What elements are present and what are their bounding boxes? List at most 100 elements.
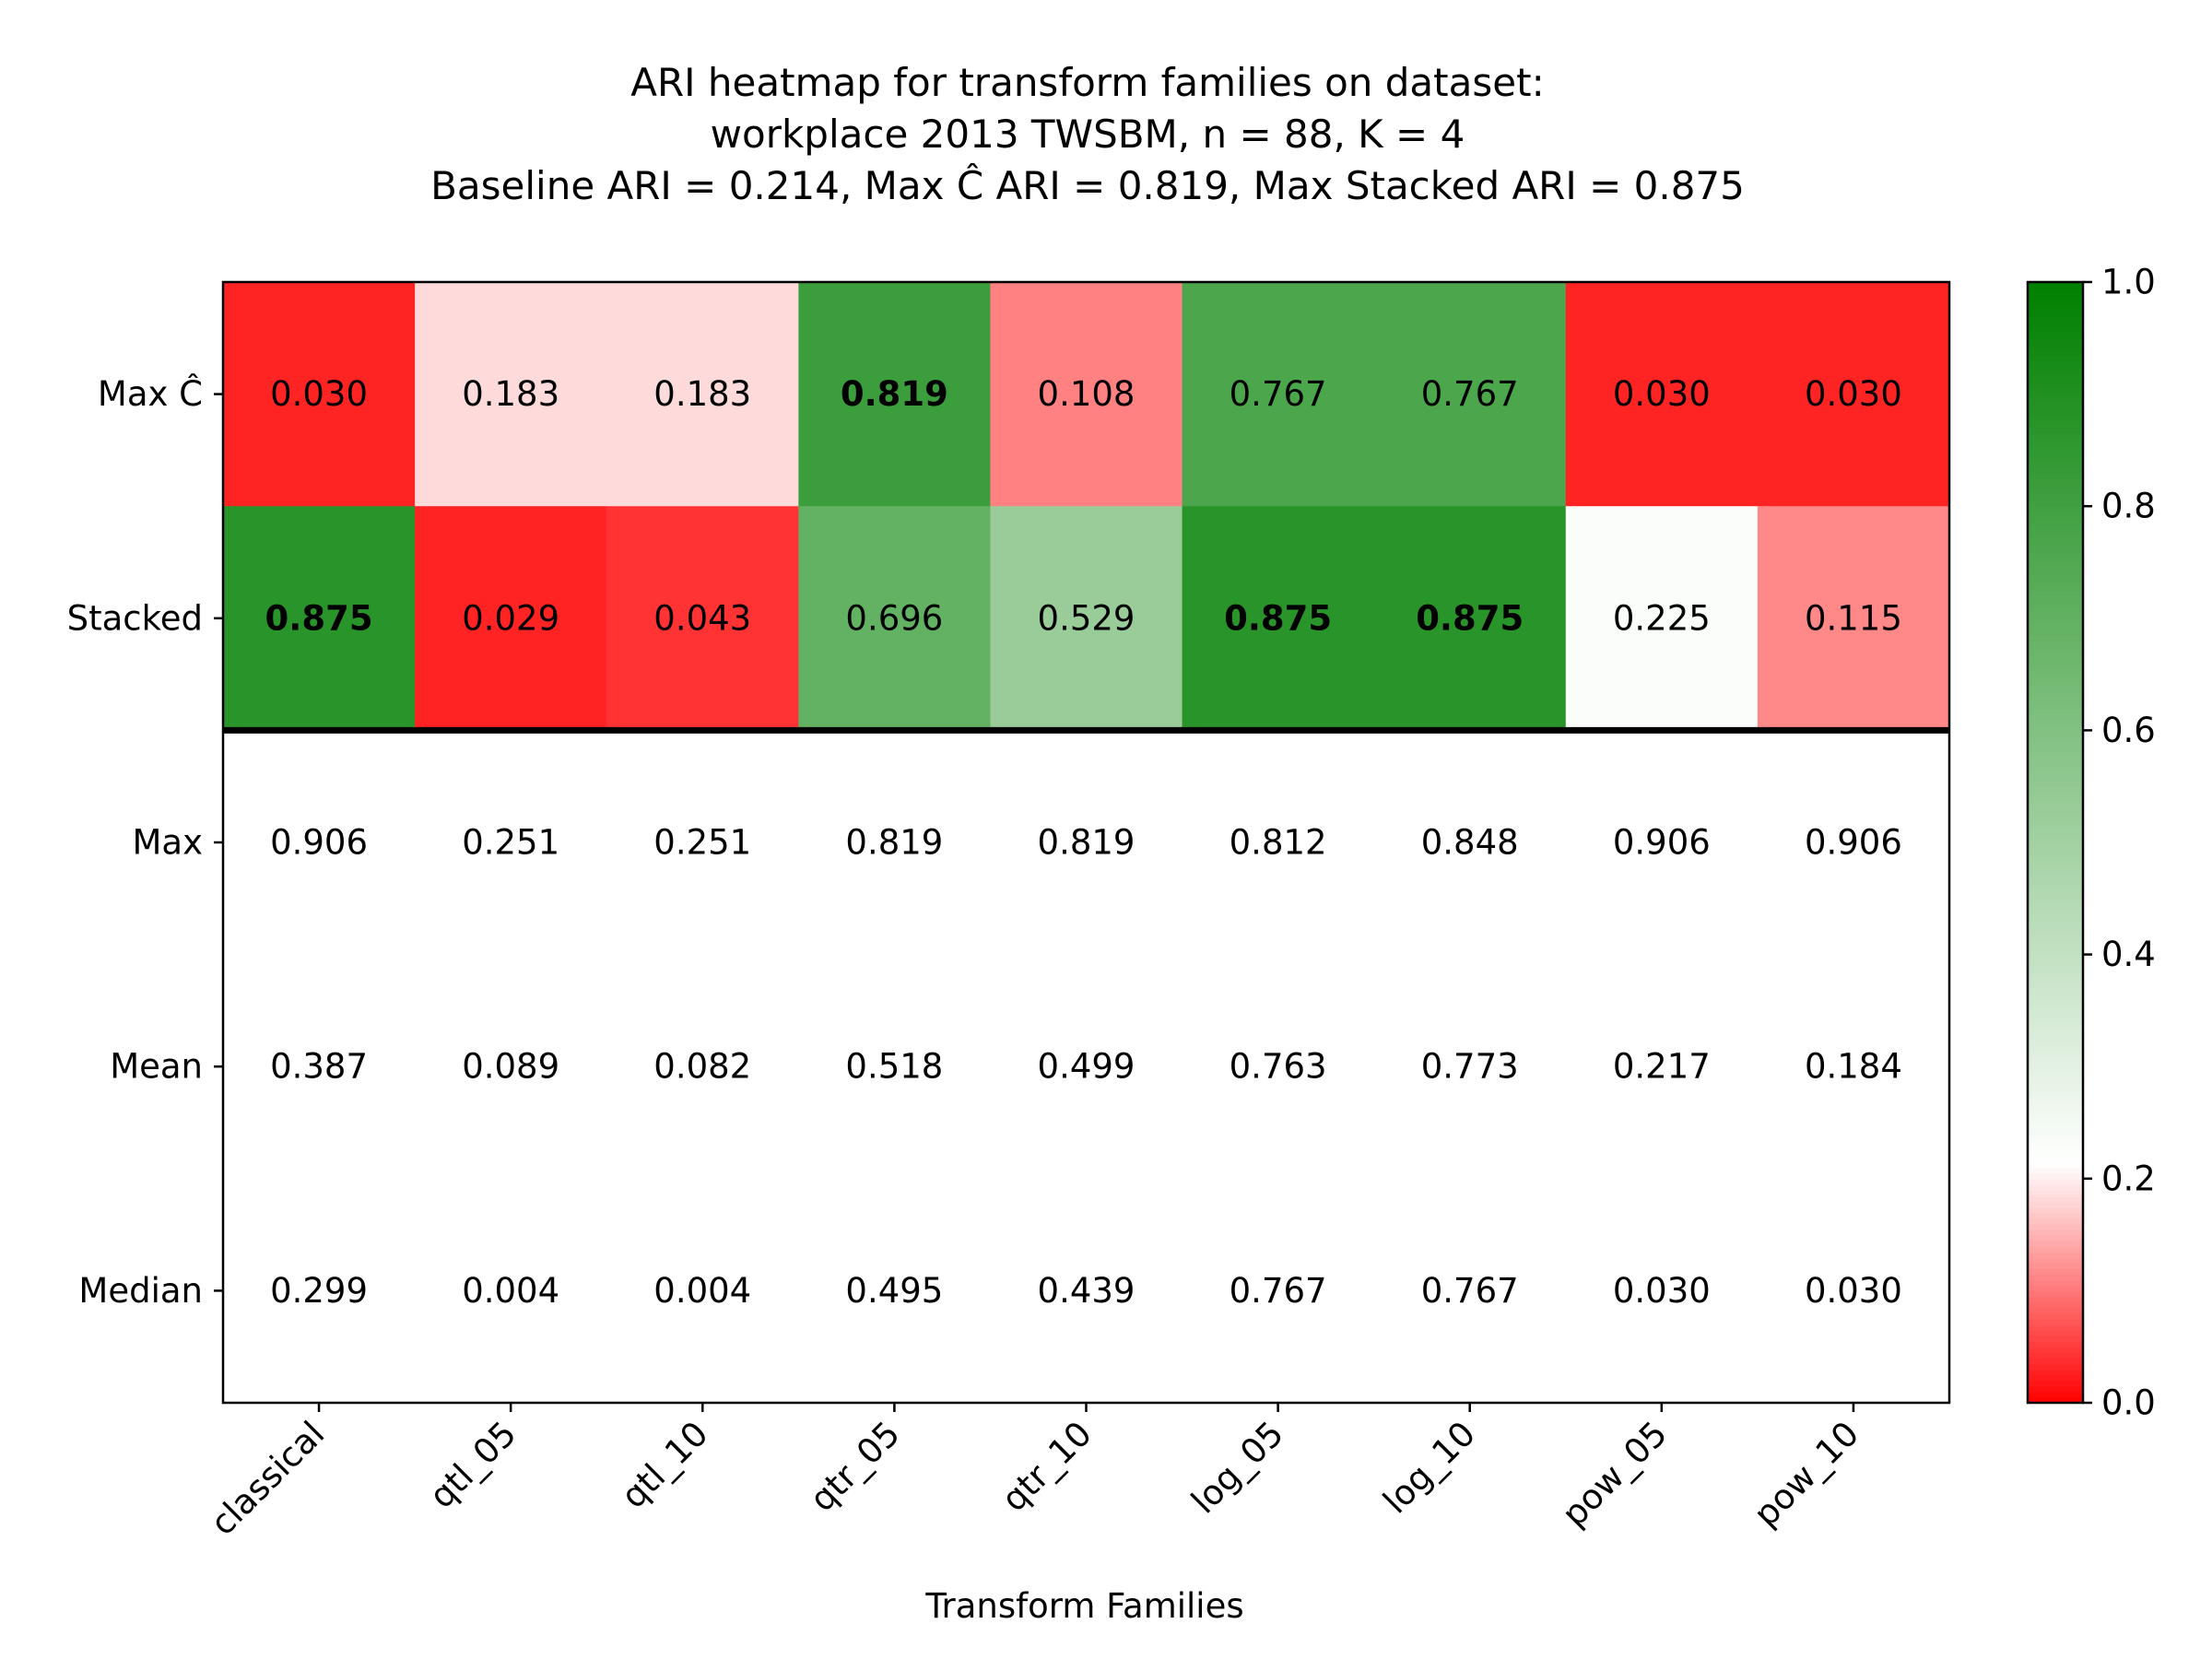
- colorbar-segment: [2028, 405, 2083, 412]
- x-tick-label: qtr_10: [994, 1414, 1099, 1519]
- cell-value-label: 0.082: [653, 1047, 751, 1087]
- colorbar-segment: [2028, 282, 2083, 288]
- cell-value-label: 0.499: [1038, 1047, 1135, 1087]
- cell-value-label: 0.251: [462, 823, 559, 863]
- chart-title-line-1: ARI heatmap for transform families on da…: [630, 60, 1544, 105]
- colorbar-segment: [2028, 921, 2083, 927]
- colorbar-segment: [2028, 1161, 2083, 1169]
- colorbar-segment: [2028, 747, 2083, 754]
- cell-value-label: 0.030: [1805, 374, 1902, 414]
- colorbar-segment: [2028, 775, 2083, 782]
- colorbar-segment: [2028, 702, 2083, 709]
- colorbar-segment: [2028, 539, 2083, 547]
- colorbar-segment: [2028, 646, 2083, 653]
- colorbar-segment: [2028, 455, 2083, 463]
- colorbar-segment: [2028, 388, 2083, 395]
- colorbar-segment: [2028, 1128, 2083, 1135]
- cell-value-label: 0.004: [653, 1271, 751, 1311]
- colorbar-segment: [2028, 842, 2083, 849]
- colorbar-segment: [2028, 1296, 2083, 1303]
- colorbar-segment: [2028, 573, 2083, 581]
- x-tick-label: log_10: [1375, 1414, 1483, 1522]
- colorbar-segment: [2028, 444, 2083, 452]
- cell-value-label: 0.819: [841, 374, 948, 414]
- colorbar-segment: [2028, 797, 2083, 805]
- colorbar-segment: [2028, 623, 2083, 630]
- colorbar-segment: [2028, 1145, 2083, 1152]
- x-tick-label: pow_05: [1554, 1414, 1675, 1535]
- colorbar-segment: [2028, 1178, 2083, 1185]
- heatmap-cell: [1565, 282, 1759, 507]
- colorbar-segment: [2028, 1251, 2083, 1258]
- colorbar-segment: [2028, 1167, 2083, 1174]
- y-tick-label: Mean: [110, 1047, 203, 1087]
- chart-title: ARI heatmap for transform families on da…: [430, 60, 1745, 208]
- colorbar-segment: [2028, 948, 2083, 956]
- colorbar-segment: [2028, 1301, 2083, 1309]
- colorbar-segment: [2028, 994, 2083, 1001]
- colorbar-segment: [2028, 769, 2083, 776]
- colorbar-segment: [2028, 926, 2083, 934]
- colorbar-segment: [2028, 321, 2083, 328]
- colorbar-segment: [2028, 382, 2083, 390]
- y-tick-label: Stacked: [67, 598, 203, 638]
- colorbar-segment: [2028, 1094, 2083, 1101]
- colorbar-segment: [2028, 915, 2083, 922]
- colorbar-segment: [2028, 1396, 2083, 1404]
- cell-value-label: 0.108: [1038, 374, 1135, 414]
- colorbar-segment: [2028, 1358, 2083, 1365]
- heatmap-cell: [606, 282, 799, 507]
- colorbar-segment: [2028, 326, 2083, 334]
- colorbar-frame: [2026, 280, 2085, 1405]
- cell-value-label: 0.184: [1805, 1047, 1902, 1087]
- colorbar-segment: [2028, 859, 2083, 866]
- heatmap-cell: [606, 506, 799, 731]
- colorbar-segment: [2028, 512, 2083, 519]
- colorbar-segment: [2028, 1363, 2083, 1371]
- x-tick-label: log_05: [1183, 1414, 1291, 1522]
- colorbar-segment: [2028, 1279, 2083, 1287]
- colorbar-segment: [2028, 1172, 2083, 1180]
- cell-value-label: 0.439: [1038, 1271, 1135, 1311]
- colorbar-segment: [2028, 635, 2083, 641]
- colorbar-segment: [2028, 752, 2083, 759]
- cell-value-label: 0.089: [462, 1047, 559, 1087]
- cell-value-label: 0.812: [1230, 823, 1327, 863]
- colorbar-segment: [2028, 1201, 2083, 1207]
- cell-value-label: 0.495: [845, 1271, 943, 1311]
- x-tick-label: qtl_10: [614, 1414, 716, 1516]
- colorbar-segment: [2028, 696, 2083, 703]
- colorbar-segment: [2028, 394, 2083, 401]
- colorbar-segment: [2028, 371, 2083, 379]
- cell-value-label: 0.529: [1038, 598, 1135, 638]
- cell-value-label: 0.875: [1224, 598, 1332, 638]
- colorbar-segment: [2028, 1010, 2083, 1018]
- colorbar-segment: [2028, 954, 2083, 961]
- colorbar-segment: [2028, 1229, 2083, 1236]
- cell-value-label: 0.819: [845, 823, 943, 863]
- cell-value-label: 0.217: [1613, 1047, 1711, 1087]
- colorbar-tick-label: 0.8: [2101, 487, 2156, 526]
- colorbar-tick-label: 1.0: [2101, 263, 2156, 302]
- colorbar-segment: [2028, 590, 2083, 597]
- colorbar-segment: [2028, 892, 2083, 900]
- colorbar-segment: [2028, 416, 2083, 423]
- heatmap-cell: [1757, 282, 1950, 507]
- colorbar-segment: [2028, 1016, 2083, 1023]
- colorbar-segment: [2028, 865, 2083, 872]
- colorbar-segment: [2028, 293, 2083, 300]
- colorbar-segment: [2028, 1324, 2083, 1331]
- colorbar-segment: [2028, 579, 2083, 586]
- colorbar-segment: [2028, 708, 2083, 714]
- colorbar-segment: [2028, 1256, 2083, 1264]
- cell-value-label: 0.029: [462, 598, 559, 638]
- cell-value-label: 0.518: [845, 1047, 943, 1087]
- colorbar-segment: [2028, 943, 2083, 950]
- cell-value-label: 0.183: [653, 374, 751, 414]
- heatmap-cell: [1182, 282, 1375, 507]
- colorbar-segment: [2028, 428, 2083, 434]
- colorbar-segment: [2028, 1347, 2083, 1354]
- colorbar-segment: [2028, 523, 2083, 530]
- colorbar-segment: [2028, 1088, 2083, 1096]
- colorbar-segment: [2028, 601, 2083, 608]
